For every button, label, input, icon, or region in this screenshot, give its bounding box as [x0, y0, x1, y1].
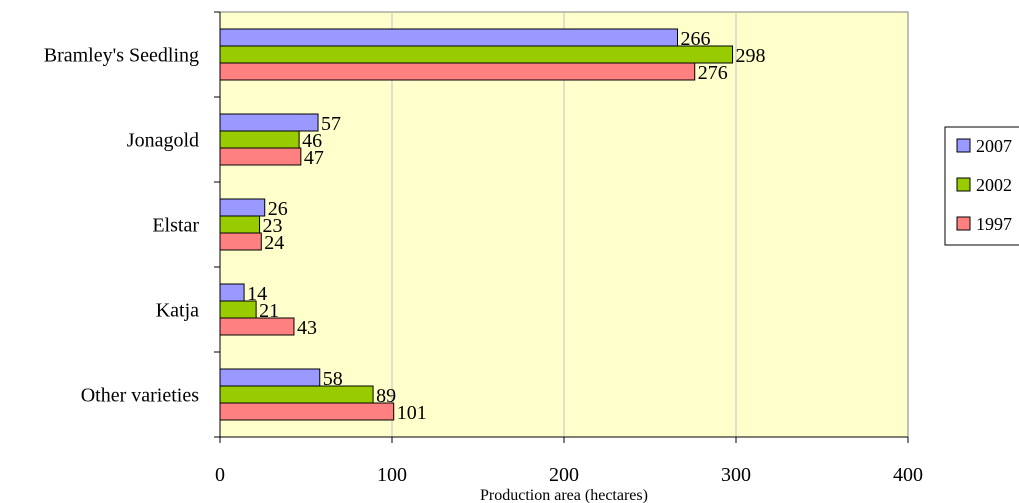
data-label-2007-2: 26	[268, 198, 288, 220]
category-label-3: Katja	[156, 300, 199, 322]
data-label-1997-0: 276	[698, 62, 728, 84]
data-label-2002-4: 89	[376, 385, 396, 407]
data-label-2007-4: 58	[323, 368, 343, 390]
legend-swatch-2007	[956, 138, 971, 153]
x-axis-ticks: 0 100 200 300 400	[215, 437, 923, 486]
data-label-2007-0: 266	[681, 28, 711, 50]
legend-label-2007: 2007	[976, 136, 1012, 156]
y-axis-ticks	[214, 11, 220, 438]
legend-swatch-1997	[956, 216, 971, 231]
data-label-2002-2: 23	[263, 215, 283, 237]
data-label-2007-3: 14	[247, 283, 267, 305]
gridlines	[391, 12, 737, 437]
bar-2007-1	[219, 113, 319, 132]
bar-1997-4	[219, 402, 395, 421]
x-tick-label-3: 300	[721, 464, 751, 486]
bar-series	[219, 28, 734, 421]
legend: 2007 2002 1997	[944, 126, 1019, 246]
data-label-2002-1: 46	[302, 130, 322, 152]
bar-1997-2	[219, 232, 262, 251]
bar-2002-0	[219, 45, 734, 64]
x-tick-label-2: 200	[549, 464, 579, 486]
bar-1997-0	[219, 62, 696, 81]
x-tick-label-4: 400	[893, 464, 923, 486]
x-axis-title: Production area (hectares)	[480, 487, 648, 503]
data-label-2002-3: 21	[259, 300, 279, 322]
bar-1997-1	[219, 147, 302, 166]
data-label-1997-1: 47	[304, 147, 324, 169]
category-labels: Bramley's Seedling Jonagold Elstar Katja Oth…	[44, 45, 200, 407]
category-label-2: Elstar	[152, 215, 199, 237]
data-label-1997-2: 24	[264, 232, 284, 254]
bar-2007-4	[219, 368, 321, 387]
category-label-0: Bramley's Seedling	[44, 45, 199, 67]
legend-label-2002: 2002	[976, 175, 1012, 195]
data-label-2007-1: 57	[321, 113, 341, 135]
bar-2007-0	[219, 28, 679, 47]
bar-2007-3	[219, 283, 245, 302]
data-label-2002-0: 298	[736, 45, 766, 67]
data-label-1997-4: 101	[397, 402, 427, 424]
legend-label-1997: 1997	[976, 214, 1012, 234]
x-tick-label-1: 100	[377, 464, 407, 486]
category-label-4: Other varieties	[81, 385, 199, 407]
bar-2007-2	[219, 198, 266, 217]
bar-2002-1	[219, 130, 300, 149]
data-label-1997-3: 43	[297, 317, 317, 339]
bar-2002-2	[219, 215, 261, 234]
bar-2002-4	[219, 385, 374, 404]
legend-swatch-2002	[956, 177, 971, 192]
category-label-1: Jonagold	[127, 130, 199, 152]
bar-1997-3	[219, 317, 295, 336]
x-tick-label-0: 0	[215, 464, 225, 486]
